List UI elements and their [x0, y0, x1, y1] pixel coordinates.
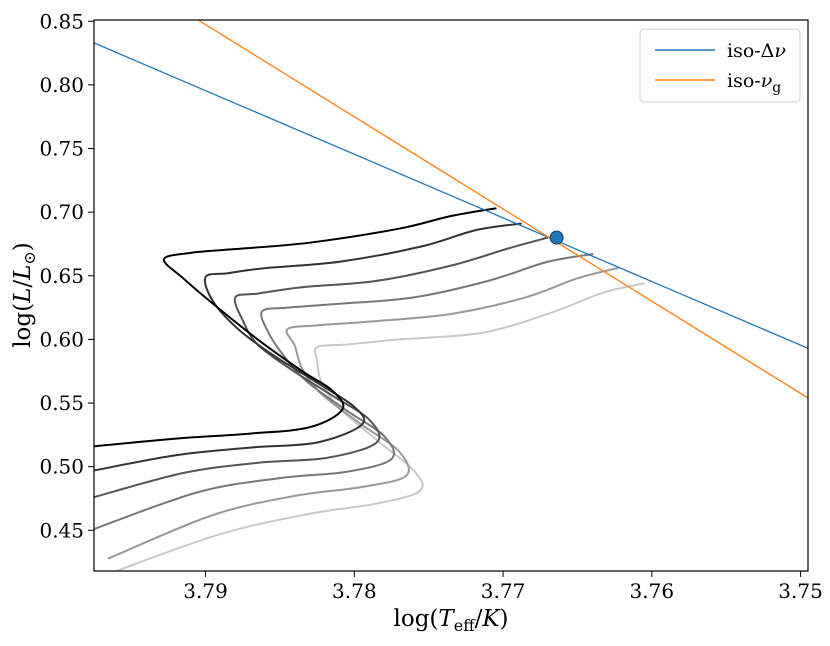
y-tick-label: 0.45 [39, 518, 84, 542]
y-tick-label: 0.65 [39, 264, 84, 288]
legend-label-iso-nug: iso-νg [727, 70, 781, 96]
y-tick-label: 0.50 [39, 455, 84, 479]
plot-frame [93, 19, 809, 572]
evolutionary-track-1 [94, 207, 497, 448]
x-tick-label: 3.75 [778, 579, 823, 603]
x-axis-title: log(Teff/K) [393, 606, 508, 635]
x-tick-label: 3.79 [183, 579, 228, 603]
evolutionary-track-4 [94, 253, 594, 531]
x-tick-label: 3.77 [481, 579, 526, 603]
legend: iso-Δν iso-νg [639, 28, 801, 103]
marker-layer [549, 230, 564, 245]
y-tick-label: 0.80 [39, 73, 84, 97]
y-axis-title: log(L/L⊙) [10, 242, 39, 348]
y-tick-label: 0.85 [39, 9, 84, 33]
y-tick-label: 0.60 [39, 327, 84, 351]
evolutionary-track-5 [107, 267, 619, 560]
x-tick-label: 3.76 [630, 579, 675, 603]
evolutionary-track-2 [94, 222, 522, 472]
iso-dnu-line [94, 42, 808, 349]
iso-nug-line [197, 20, 808, 399]
plot-background [94, 20, 808, 571]
iso-lines [94, 20, 808, 399]
x-axis-ticks: 3.79 3.78 3.77 3.76 3.75 [183, 571, 823, 603]
legend-label-iso-dnu: iso-Δν [727, 40, 786, 62]
x-tick-label: 3.78 [332, 579, 377, 603]
legend-box [639, 28, 801, 103]
evolutionary-tracks [94, 207, 646, 571]
y-tick-label: 0.75 [39, 137, 84, 161]
intersection-marker [549, 230, 564, 245]
y-tick-label: 0.55 [39, 391, 84, 415]
y-tick-label: 0.70 [39, 200, 84, 224]
y-axis-ticks: 0.45 0.50 0.55 0.60 0.65 0.70 0.75 0.80 0.85 [39, 9, 94, 542]
